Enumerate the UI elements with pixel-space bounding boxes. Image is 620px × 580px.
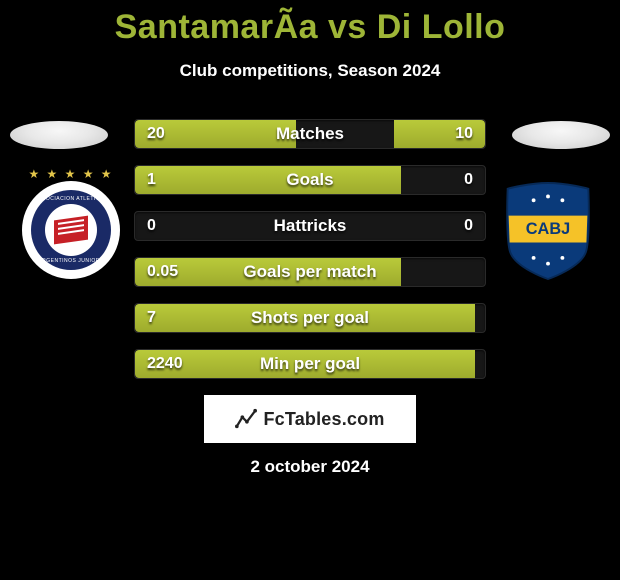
- crest-stars-icon: ★ ★ ★ ★ ★: [22, 167, 120, 181]
- stat-label: Shots per goal: [135, 304, 485, 332]
- comparison-content: ★ ★ ★ ★ ★ ASOCIACION ATLETICA ARGENTINOS…: [0, 119, 620, 477]
- boca-shield-icon: CABJ: [500, 181, 596, 281]
- stat-row: 2010Matches: [134, 119, 486, 149]
- stat-label: Hattricks: [135, 212, 485, 240]
- avatar-placeholder-right: [512, 121, 610, 149]
- page-subtitle: Club competitions, Season 2024: [0, 61, 620, 81]
- watermark-text: FcTables.com: [263, 409, 384, 430]
- stat-row: 0.05Goals per match: [134, 257, 486, 287]
- fctables-logo-icon: [235, 408, 257, 430]
- stat-label: Goals: [135, 166, 485, 194]
- page-title: SantamarÃ­a vs Di Lollo: [0, 0, 620, 47]
- stat-label: Min per goal: [135, 350, 485, 378]
- crest-flag-icon: [54, 216, 88, 245]
- team-crest-left: ★ ★ ★ ★ ★ ASOCIACION ATLETICA ARGENTINOS…: [22, 181, 120, 279]
- stat-label: Matches: [135, 120, 485, 148]
- crest-ring-text-bottom: ARGENTINOS JUNIORS: [31, 258, 111, 264]
- stat-row: 00Hattricks: [134, 211, 486, 241]
- stat-label: Goals per match: [135, 258, 485, 286]
- avatar-placeholder-left: [10, 121, 108, 149]
- stat-row: 7Shots per goal: [134, 303, 486, 333]
- stat-row: 2240Min per goal: [134, 349, 486, 379]
- team-crest-right: CABJ: [500, 181, 598, 279]
- watermark: FcTables.com: [204, 395, 416, 443]
- stat-row: 10Goals: [134, 165, 486, 195]
- stats-bars: 2010Matches 10Goals 00Hattricks 0.05Goals p…: [134, 119, 486, 379]
- crest-ring-text-top: ASOCIACION ATLETICA: [31, 196, 111, 202]
- footer-date: 2 october 2024: [0, 457, 620, 477]
- boca-letters: CABJ: [526, 220, 570, 238]
